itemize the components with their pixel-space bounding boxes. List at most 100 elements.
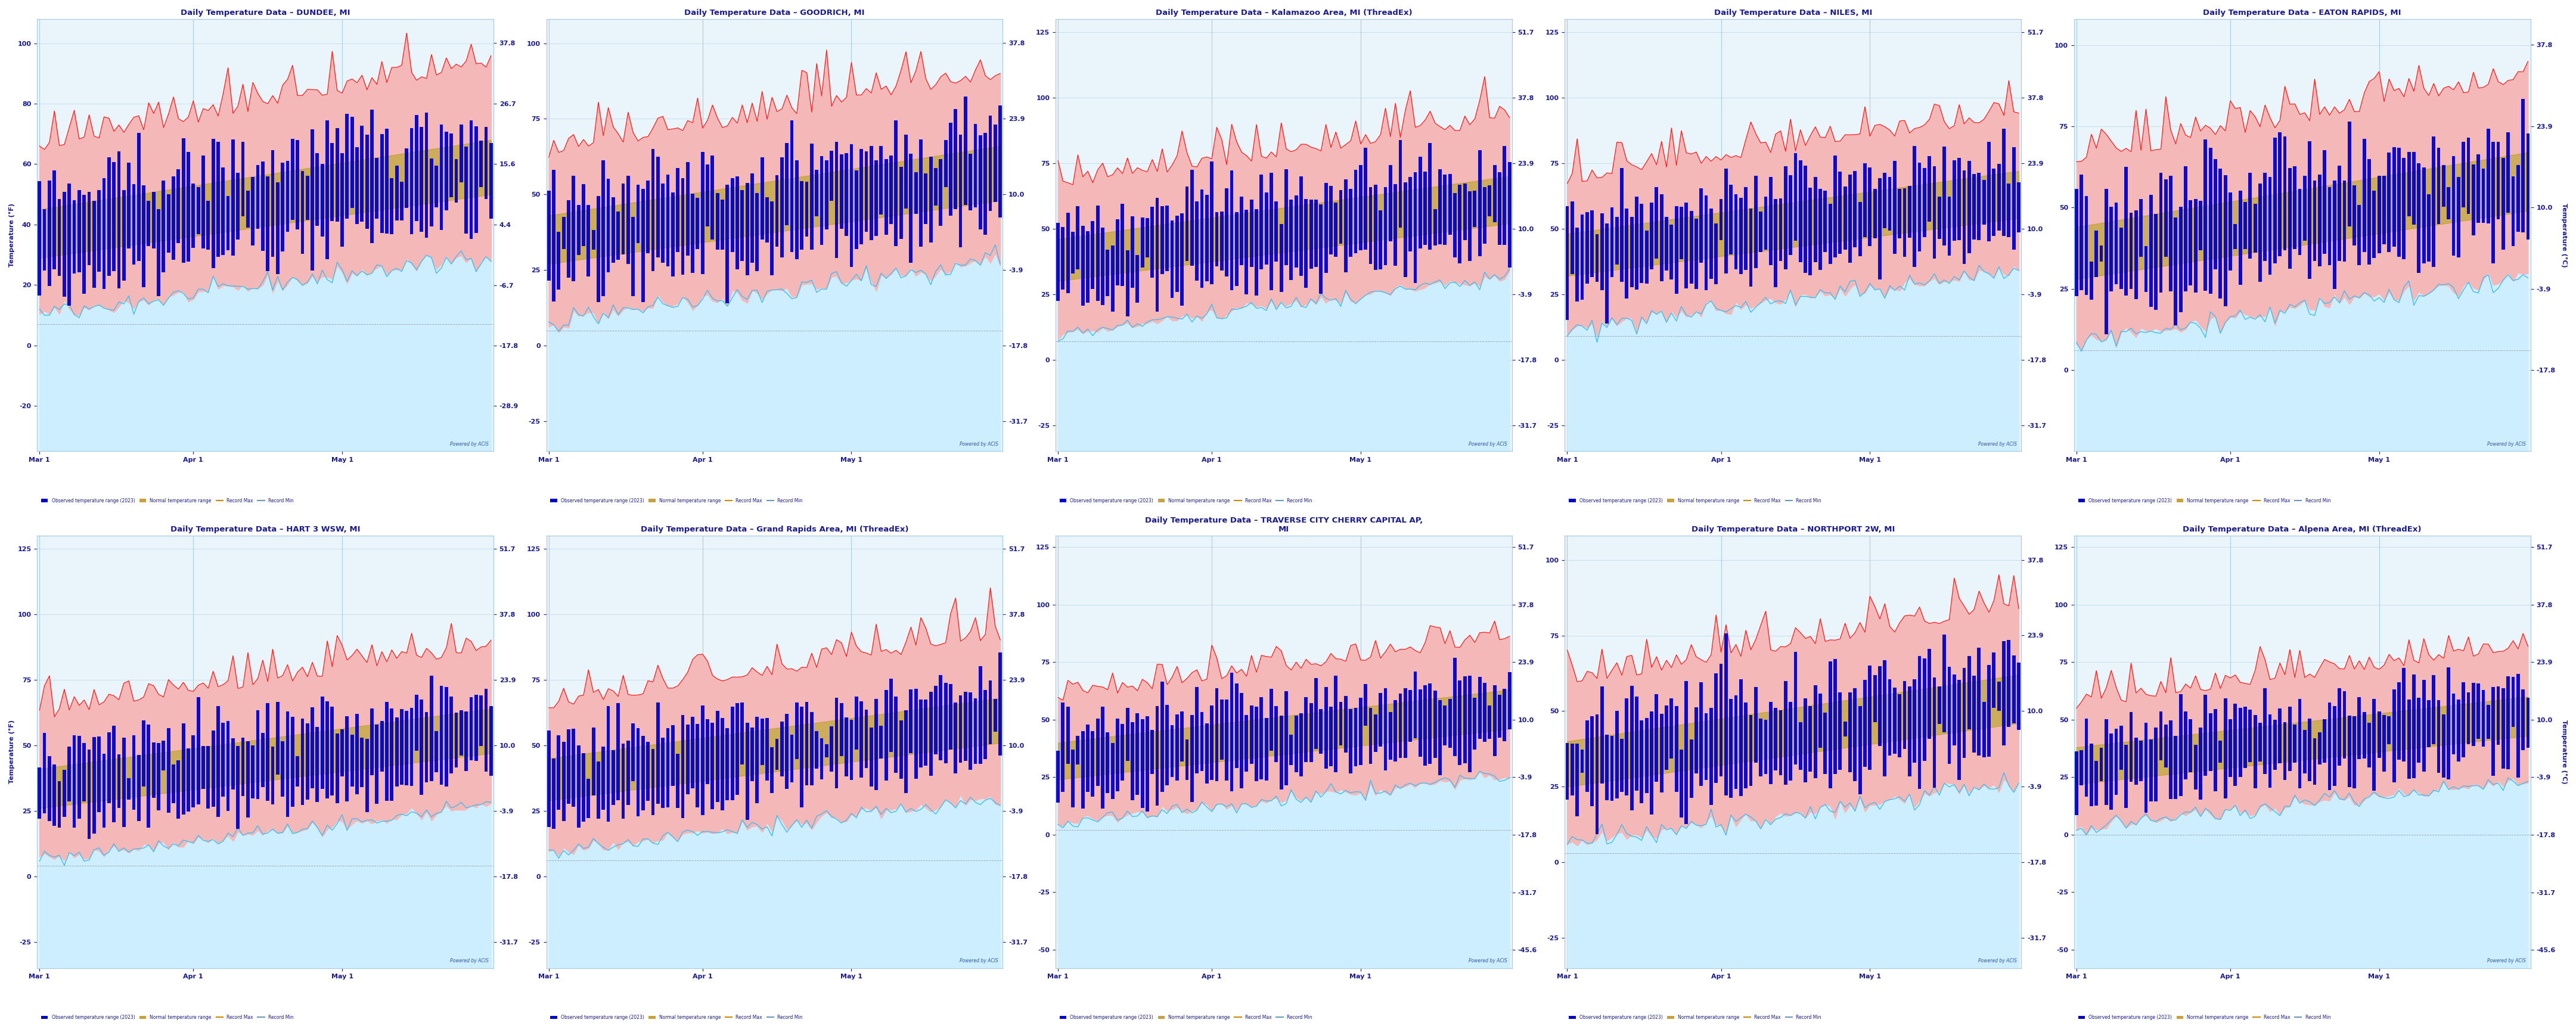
Bar <box>2017 183 2020 232</box>
Bar <box>1175 714 1180 780</box>
Bar <box>2223 175 2228 305</box>
Bar <box>196 698 201 805</box>
Bar <box>884 159 889 234</box>
Bar <box>2336 165 2342 261</box>
Bar <box>131 184 137 265</box>
Bar <box>325 121 330 259</box>
Bar <box>1749 715 1752 786</box>
Bar <box>52 765 57 826</box>
Bar <box>44 209 46 270</box>
Bar <box>2282 136 2287 250</box>
Title: Daily Temperature Data – Grand Rapids Area, MI (ThreadEx): Daily Temperature Data – Grand Rapids Ar… <box>641 525 909 534</box>
Bar <box>1775 708 1777 770</box>
Bar <box>935 685 938 754</box>
Bar <box>1798 160 1803 262</box>
Bar <box>621 184 626 255</box>
Bar <box>1927 649 1932 739</box>
Bar <box>2416 163 2421 272</box>
Bar <box>2517 674 2519 778</box>
Bar <box>1615 711 1618 798</box>
Bar <box>435 166 438 207</box>
Bar <box>2298 189 2300 255</box>
Bar <box>1345 180 1347 272</box>
Bar <box>2308 141 2311 279</box>
Bar <box>1857 706 1862 795</box>
Bar <box>2164 724 2166 768</box>
Bar <box>489 706 492 776</box>
Bar <box>2017 663 2020 730</box>
Text: Powered by ACIS: Powered by ACIS <box>2488 442 2527 447</box>
Bar <box>1175 216 1180 292</box>
Bar <box>2293 724 2298 763</box>
Bar <box>2159 712 2164 761</box>
Bar <box>319 164 325 236</box>
Bar <box>1216 688 1218 781</box>
Bar <box>93 737 95 834</box>
Bar <box>1270 689 1273 750</box>
Bar <box>2442 165 2445 206</box>
Bar <box>1788 702 1793 780</box>
Bar <box>2254 204 2257 253</box>
Bar <box>1275 201 1278 262</box>
Bar <box>2334 181 2336 289</box>
Bar <box>49 181 52 286</box>
Bar <box>2522 689 2524 750</box>
Bar <box>227 196 229 250</box>
Bar <box>2486 129 2491 223</box>
Bar <box>2481 690 2486 747</box>
Bar <box>760 718 765 766</box>
Bar <box>2272 138 2277 263</box>
Bar <box>2303 175 2306 240</box>
Bar <box>389 708 394 801</box>
Bar <box>2357 205 2362 265</box>
Bar <box>2468 137 2470 215</box>
Bar <box>2125 167 2128 296</box>
Bar <box>605 706 611 821</box>
Bar <box>1404 183 1406 278</box>
Bar <box>355 714 358 795</box>
Bar <box>2254 715 2257 788</box>
Bar <box>1839 171 1842 254</box>
Bar <box>317 153 319 226</box>
Bar <box>1489 186 1492 217</box>
Bar <box>989 681 992 744</box>
Bar <box>1917 656 1922 788</box>
Bar <box>1659 194 1664 281</box>
Bar <box>1852 171 1857 248</box>
Bar <box>809 143 814 250</box>
Bar <box>1211 161 1213 285</box>
Text: Powered by ACIS: Powered by ACIS <box>958 442 997 447</box>
Bar <box>479 696 482 746</box>
Bar <box>307 723 309 800</box>
Bar <box>889 156 894 224</box>
Bar <box>2427 194 2432 261</box>
Bar <box>850 144 853 267</box>
Bar <box>726 185 729 303</box>
Bar <box>2244 202 2246 249</box>
Bar <box>1265 192 1267 264</box>
Bar <box>1649 202 1654 269</box>
Bar <box>829 727 832 772</box>
Bar <box>415 695 417 751</box>
Bar <box>1646 717 1649 794</box>
Bar <box>1793 154 1798 240</box>
Bar <box>969 692 971 770</box>
Bar <box>2432 675 2434 744</box>
Bar <box>484 689 487 772</box>
Bar <box>2239 708 2241 777</box>
Bar <box>459 125 464 183</box>
Bar <box>1373 715 1378 752</box>
Bar <box>255 710 260 799</box>
Bar <box>2501 158 2504 250</box>
Bar <box>744 183 750 276</box>
Bar <box>1489 705 1492 739</box>
Bar <box>255 165 260 229</box>
Bar <box>201 156 206 249</box>
Legend: Observed temperature range (2023), Normal temperature range, Record Max, Record : Observed temperature range (2023), Norma… <box>549 496 804 506</box>
Text: Powered by ACIS: Powered by ACIS <box>1468 442 1507 447</box>
Bar <box>860 149 863 244</box>
Bar <box>82 743 85 801</box>
Bar <box>2125 745 2128 808</box>
Bar <box>2347 715 2352 787</box>
Bar <box>598 196 600 302</box>
